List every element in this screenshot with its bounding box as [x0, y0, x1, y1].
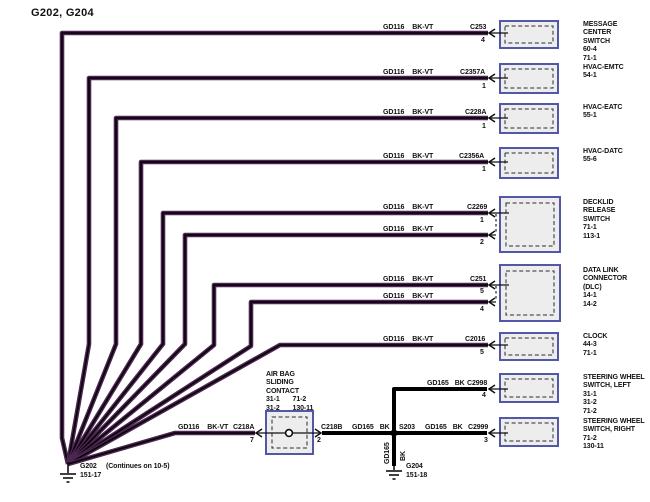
wire-gd116-message-center [59, 30, 488, 465]
component-label-hvac-emtc: HVAC-EMTC 54-1 [583, 64, 624, 80]
component-box-data-link-connector [499, 264, 561, 322]
wire-label-row2: GD116 BK-VT [383, 109, 434, 116]
wire-label-airbag-left: GD116 BK-VT [178, 424, 229, 431]
connector-label-c228a: C228A [465, 109, 487, 116]
pin-label-c2356a-1: 1 [482, 166, 486, 173]
inner-dashed-dlc [505, 270, 555, 316]
component-label-hvac-datc: HVAC-DATC 55-6 [583, 148, 623, 164]
component-box-steering-wheel-switch-left [499, 373, 559, 403]
pin-label-c218b-2: 2 [317, 437, 321, 444]
component-box-hvac-emtc [499, 63, 559, 94]
wire-gd116-dlc-pin4 [66, 299, 488, 466]
wire-gd116-hvac-emtc [65, 75, 488, 465]
connector-arrow-c2016 [487, 340, 496, 350]
wire-label-row7: GD116 BK-VT [383, 293, 434, 300]
connector-arrow-c218a [254, 428, 263, 438]
wire-label-row9: GD165 BK [427, 380, 465, 387]
page-title: G202, G204 [31, 7, 94, 19]
wire-label-row1: GD116 BK-VT [383, 69, 434, 76]
connector-arrow-c2999 [487, 428, 496, 438]
connector-label-c218b: C218B [321, 424, 343, 431]
wire-label-row3: GD116 BK-VT [383, 153, 434, 160]
connector-label-c2016: C2016 [465, 336, 486, 343]
component-box-hvac-eatc [499, 103, 559, 134]
component-label-steering-wheel-switch-right: STEERING WHEEL SWITCH, RIGHT 71-2 130-11 [583, 418, 645, 451]
component-box-message-center-switch [499, 20, 559, 49]
connector-arrow-c218b [314, 428, 323, 438]
connector-label-c253: C253 [470, 24, 487, 31]
pin-label-c2016-5: 5 [480, 349, 484, 356]
wire-gd116-hvac-datc [66, 159, 488, 466]
pin-label-c2269-1: 1 [480, 217, 484, 224]
sliding-contact-icon [284, 428, 294, 438]
connector-label-c2269: C2269 [467, 204, 488, 211]
connector-arrow-c253 [487, 28, 496, 38]
component-box-decklid-release-switch [499, 196, 561, 253]
component-label-airbag-sliding-contact: AIR BAG SLIDING CONTACT 31-1 71-2 31-2 1… [266, 371, 314, 412]
component-label-hvac-eatc: HVAC-EATC 55-1 [583, 104, 623, 120]
ground-symbol-g204 [386, 466, 402, 480]
connector-arrow-c2357a [487, 73, 496, 83]
connector-arrow-c2998 [487, 384, 496, 394]
wire-label-g204-drop-id: GD165 [384, 442, 391, 464]
connector-label-c251: C251 [470, 276, 487, 283]
ground-ref-g202: 151-17 [80, 472, 102, 479]
inner-dashed-message-center [504, 25, 554, 44]
wire-label-row10: GD165 BK [425, 424, 463, 431]
wire-gd116-decklid-pin1 [66, 210, 488, 466]
wire-gd165-steering-left [392, 387, 487, 433]
connector-arrow-c2269-2 [487, 230, 496, 240]
wire-label-row8: GD116 BK-VT [383, 336, 434, 343]
ground-label-g204: G204 [406, 463, 423, 470]
wire-gd116-decklid-pin2 [66, 232, 488, 466]
connector-arrow-c2269-1 [487, 208, 496, 218]
wire-gd116-airbag [67, 430, 255, 467]
ground-symbol-g202 [60, 462, 76, 483]
component-label-clock: CLOCK 44-3 71-1 [583, 333, 608, 357]
splice-s203-dot [390, 429, 398, 437]
connector-label-c2356a: C2356A [459, 153, 485, 160]
pin-label-c2998-4: 4 [482, 392, 486, 399]
ground-ref-g204: 151-18 [406, 472, 428, 479]
connector-arrow-c2356a [487, 157, 496, 167]
ground-label-g202: G202 [80, 463, 97, 470]
wire-label-row4: GD116 BK-VT [383, 204, 434, 211]
wire-gd116-hvac-eatc [65, 115, 488, 465]
pin-label-c251-4: 4 [480, 306, 484, 313]
connector-arrow-c251-4 [487, 297, 496, 307]
wire-label-row5: GD116 BK-VT [383, 226, 434, 233]
component-box-clock [499, 332, 559, 361]
connector-label-c218a: C218A [233, 424, 255, 431]
wire-label-g204-drop-color: BK [400, 451, 407, 461]
pin-label-c251-5: 5 [480, 288, 484, 295]
wire-label-row0: GD116 BK-VT [383, 24, 434, 31]
component-label-steering-wheel-switch-left: STEERING WHEEL SWITCH, LEFT 31-1 31-2 71… [583, 374, 645, 415]
connector-arrow-c228a [487, 113, 496, 123]
pin-label-c218a-7: 7 [250, 437, 254, 444]
inner-dashed-hvac-datc [504, 152, 554, 174]
connector-label-c2999: C2999 [468, 424, 489, 431]
wire-label-c218b-s203: GD165 BK [352, 424, 390, 431]
wire-gd116-clock [66, 342, 488, 467]
inner-dashed-decklid [505, 202, 555, 247]
inner-dashed-clock [504, 337, 554, 356]
connector-label-c2998: C2998 [467, 380, 488, 387]
ground-note-g202: (Continues on 10-5) [106, 463, 170, 470]
pin-label-c2269-2: 2 [480, 239, 484, 246]
component-label-decklid-release-switch: DECKLID RELEASE SWITCH 71-1 113-1 [583, 199, 616, 240]
splice-label-s203: S203 [399, 424, 415, 431]
pin-label-c2357a-1: 1 [482, 83, 486, 90]
pin-label-c253-4: 4 [481, 37, 485, 44]
component-label-message-center-switch: MESSAGE CENTER SWITCH 60-4 71-1 [583, 21, 618, 62]
wire-gd116-dlc-pin5 [66, 282, 488, 466]
connector-arrow-c251-5 [487, 280, 496, 290]
pin-label-c228a-1: 1 [482, 123, 486, 130]
component-label-data-link-connector: DATA LINK CONNECTOR (DLC) 14-1 14-2 [583, 267, 628, 308]
connector-label-c2357a: C2357A [460, 69, 486, 76]
wire-label-row6: GD116 BK-VT [383, 276, 434, 283]
component-box-steering-wheel-switch-right [499, 417, 559, 447]
pin-label-c2999-3: 3 [484, 437, 488, 444]
